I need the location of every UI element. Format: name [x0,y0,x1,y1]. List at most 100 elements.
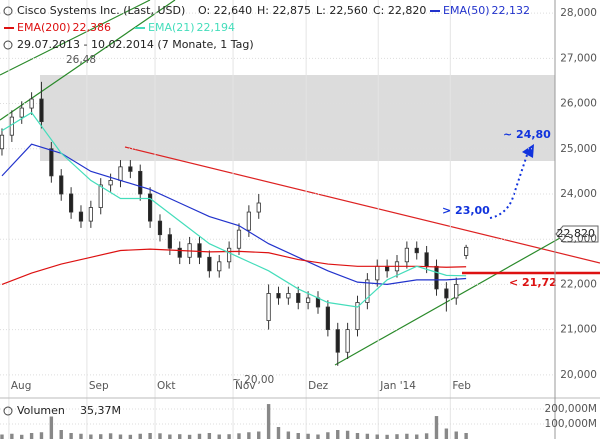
volume-bar [118,434,123,439]
candle-body [157,220,163,236]
volume-bar [257,431,261,439]
volume-bar [138,433,142,439]
volume-bar [266,404,271,439]
candle-body [434,265,439,290]
x-tick-label: Feb [452,380,471,392]
y-tick-label: 25,000 [560,143,597,155]
volume-bar [187,434,192,439]
volume-label: Volumen [17,404,65,417]
annotation: < 21,72 [509,276,557,289]
annotation: > 23,00 [442,204,490,217]
ema-line [1,111,467,308]
legend-value: 22,194 [197,21,236,34]
title: Cisco Systems Inc. (Last, USD) [17,4,185,17]
candle-body [207,256,212,272]
ohlc: O: 22,640 [198,4,252,17]
candle-body [0,134,5,150]
volume-bar [0,434,4,439]
candle-body [325,306,330,331]
candle-body [296,293,301,303]
candle-body [128,166,133,172]
candle-body [276,293,281,299]
candle-body [404,247,409,263]
ohlc: H: 22,875 [257,4,311,17]
volume-bar [306,433,310,439]
candle-body [9,116,14,136]
candle-body [444,288,449,299]
volume-tick-label: 200,000M [545,403,597,415]
volume-bar [237,433,241,439]
candle-body [227,247,232,263]
volume-bar [434,416,439,439]
x-tick-label: Jan '14 [379,380,416,392]
volume-bar [207,433,212,439]
y-tick-label: 22,000 [560,278,597,290]
ohlc: C: 22,820 [373,4,426,17]
volume-bar [424,433,429,439]
y-tick-label: 23,000 [560,233,597,245]
volume-bar [197,433,202,439]
volume-bar [405,433,409,439]
x-tick-label: Nov [235,380,256,392]
legend-label: EMA(50) [443,4,490,17]
volume-bar [247,432,251,439]
candle-body [78,211,84,222]
volume-bar [59,430,63,439]
arrow-head [522,144,534,158]
volume-bar [444,428,449,439]
candle-body [306,297,311,303]
volume-bar [29,433,34,439]
candle-body [385,265,390,272]
candle-body [345,329,350,353]
volume-bar [316,434,320,439]
legend-value: 22,132 [492,4,531,17]
volume-bar [148,433,152,439]
volume-value: 35,37M [80,404,121,417]
icon [3,6,13,16]
volume-bar [79,433,83,439]
candle-body [177,247,182,258]
volume-bar [286,431,291,439]
candle-body [355,302,360,331]
candle-body [315,297,321,308]
annotation: ~ 24,80 [503,128,551,141]
volume-bar [345,430,350,439]
target-arrow [489,154,528,219]
volume-bar [415,434,419,439]
candle-body [88,207,93,222]
volume-bar [464,433,468,439]
y-tick-label: 20,000 [560,369,597,381]
channel-line [0,0,151,76]
legend-value: 22,386 [73,21,112,34]
x-tick-label: Aug [11,380,32,392]
ema-line [1,143,467,286]
volume-bar [365,433,370,439]
candle-body [197,243,202,258]
candle-body [167,234,172,249]
icon [3,406,13,416]
y-tick-label: 21,000 [560,324,597,336]
period: 29.07.2013 - 10.02.2014 (7 Monate, 1 Tag… [17,38,254,51]
candle-body [414,247,419,254]
volume-bar [296,433,300,439]
last-price: 22,820 [557,227,596,240]
resistance-zone [40,75,555,161]
candle-body [49,148,54,177]
candle-body [365,279,370,303]
volume-bar [385,434,389,439]
volume-bar [326,432,330,439]
channel-line [0,0,176,121]
x-tick-label: Sep [89,380,109,392]
candle-body [138,170,143,195]
volume-bar [20,434,24,439]
annotation: 26,48 [66,54,96,66]
candle-body [454,284,459,299]
candle-body [464,246,469,256]
candle-body [236,229,242,249]
price-tag [555,225,599,243]
volume-bar [217,434,221,439]
candle-body [217,261,222,272]
legend-label: EMA(200) [17,21,71,34]
candle-body [98,184,103,208]
